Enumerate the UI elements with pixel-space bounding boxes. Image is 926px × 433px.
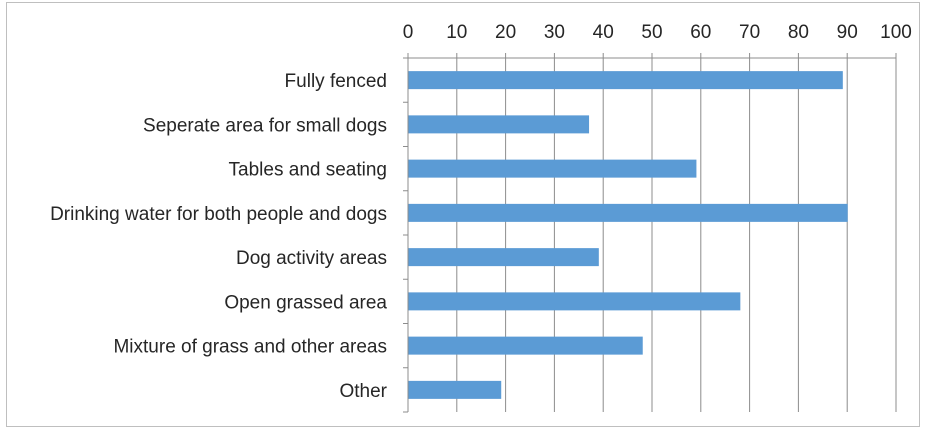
category-label-4: Drinking water for both people and dogs <box>50 204 387 225</box>
tick-label-70: 70 <box>739 22 760 43</box>
bar-8 <box>408 380 502 399</box>
tick-label-80: 80 <box>788 22 809 43</box>
tick-label-60: 60 <box>690 22 711 43</box>
tick-label-20: 20 <box>495 22 516 43</box>
tick-label-40: 40 <box>593 22 614 43</box>
bar-6 <box>408 292 741 311</box>
bar-7 <box>408 336 643 355</box>
tick-labels: 0 10 20 30 40 50 60 70 80 90 100 <box>403 22 912 43</box>
category-label-6: Open grassed area <box>224 292 387 313</box>
tick-label-90: 90 <box>837 22 858 43</box>
category-label-3: Tables and seating <box>229 160 387 181</box>
tick-label-100: 100 <box>880 22 912 43</box>
category-label-7: Mixture of grass and other areas <box>113 337 387 358</box>
category-label-8: Other <box>339 381 387 402</box>
category-label-2: Seperate area for small dogs <box>143 115 387 136</box>
axes <box>403 53 897 413</box>
category-label-1: Fully fenced <box>285 71 387 92</box>
bar-5 <box>408 248 599 267</box>
tick-label-50: 50 <box>641 22 662 43</box>
tick-label-30: 30 <box>544 22 565 43</box>
bar-1 <box>408 71 843 90</box>
bar-3 <box>408 159 697 178</box>
bar-4 <box>408 203 848 222</box>
tick-label-0: 0 <box>403 22 414 43</box>
tick-label-10: 10 <box>446 22 467 43</box>
bars <box>408 71 848 399</box>
category-labels: Fully fenced Seperate area for small dogs… <box>50 71 388 402</box>
bar-2 <box>408 115 590 134</box>
grid-lines <box>456 58 897 412</box>
category-label-5: Dog activity areas <box>236 248 387 269</box>
